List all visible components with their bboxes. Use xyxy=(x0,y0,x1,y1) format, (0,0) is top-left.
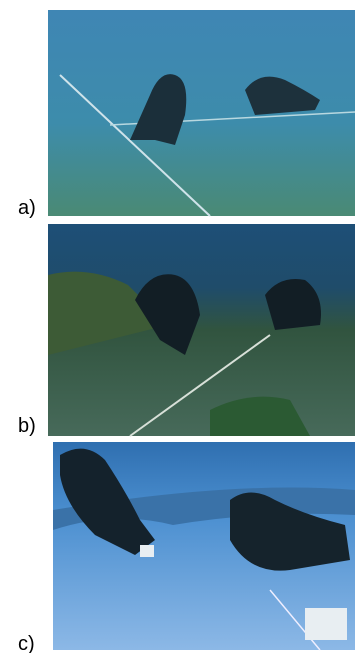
photo-a xyxy=(48,10,355,216)
page: a) b) c) (() => { const data = JSON.pars… xyxy=(0,0,357,653)
panel-label: b) xyxy=(18,415,36,437)
panel-label: c) xyxy=(18,633,35,653)
panel-label: a) xyxy=(18,197,36,219)
photo-c xyxy=(53,442,355,650)
photo-b xyxy=(48,224,355,436)
figure: a) b) c) xyxy=(0,0,357,653)
